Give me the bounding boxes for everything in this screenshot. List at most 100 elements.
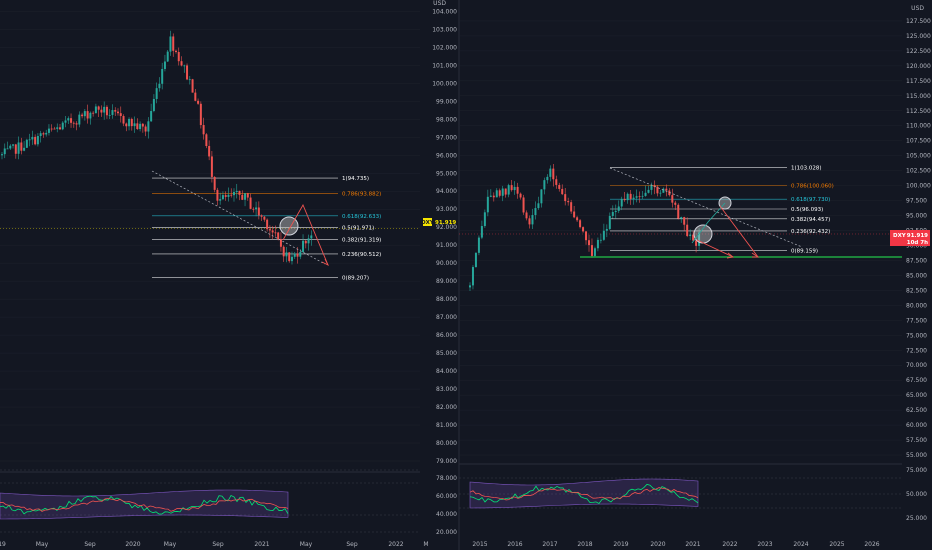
- x-tick-label: 2020: [650, 541, 665, 548]
- candle-body: [246, 193, 249, 198]
- candle-body: [632, 197, 635, 199]
- candle-body: [540, 189, 543, 204]
- candle-body: [12, 144, 15, 146]
- oscillator-tick-label: 25.000: [906, 515, 927, 522]
- candle-body: [659, 192, 662, 194]
- candle-body: [469, 285, 471, 288]
- candle-body: [6, 148, 9, 150]
- trend-line-dashed[interactable]: [151, 170, 326, 265]
- candle-body: [194, 92, 197, 101]
- left-grid: [0, 11, 420, 462]
- candle-body: [498, 190, 501, 196]
- candle-body: [122, 116, 125, 124]
- x-tick-label: 2019: [613, 541, 628, 548]
- candle-body: [692, 234, 695, 241]
- projection-arrow-up[interactable]: [691, 202, 726, 244]
- candle-body: [698, 232, 701, 246]
- y-tick-label: 86.000: [436, 332, 457, 339]
- x-tick-label: Sep: [212, 541, 224, 548]
- oscillator-band: [469, 478, 699, 509]
- candle-body: [147, 121, 150, 132]
- candle-body: [290, 256, 293, 262]
- y-tick-label: 81.000: [436, 422, 457, 429]
- y-tick-label: 87.500: [906, 257, 927, 264]
- highlight-circle[interactable]: [279, 216, 299, 236]
- x-tick-label: May: [300, 541, 313, 548]
- candle-body: [605, 228, 608, 231]
- fib-level-label: 0(89.159): [791, 249, 818, 255]
- candle-body: [285, 252, 288, 257]
- y-tick-label: 102.500: [906, 168, 931, 175]
- candle-body: [519, 193, 522, 198]
- candle-body: [608, 215, 611, 229]
- candle-body: [224, 195, 227, 197]
- candle-body: [489, 195, 492, 197]
- left-x-axis[interactable]: 19 May Sep 2020 May Sep 2021 May Sep 2022 M: [0, 541, 429, 548]
- x-tick-label: Sep: [346, 541, 358, 548]
- arrow-head[interactable]: [751, 252, 760, 258]
- highlight-circle[interactable]: [693, 224, 713, 244]
- candle-body: [47, 128, 50, 133]
- projection-arrow[interactable]: [719, 205, 759, 258]
- candle-body: [504, 188, 507, 195]
- candle-body: [216, 189, 219, 201]
- y-tick-label: 100.000: [906, 183, 931, 190]
- y-tick-label: 79.000: [436, 458, 457, 465]
- candle-body: [296, 253, 299, 257]
- candle-body: [97, 106, 100, 110]
- left-fib-retracement[interactable]: 1(94.735) 0.786(93.882) 0.618(92.633) 0.5(9…: [0, 176, 420, 281]
- candle-body: [647, 189, 650, 193]
- candle-body: [232, 191, 235, 196]
- arrow-head[interactable]: [726, 252, 735, 259]
- candle-body: [141, 123, 144, 127]
- fib-level-label: 0.786(100.060): [791, 183, 834, 189]
- right-x-axis[interactable]: 2015 2016 2017 2018 2019 2020 2021 2022 2023 2024…: [472, 541, 879, 548]
- y-tick-label: 82.000: [436, 404, 457, 411]
- candle-body: [105, 106, 108, 116]
- projection-arrow[interactable]: [696, 239, 734, 258]
- candle-body: [516, 186, 519, 194]
- candle-body: [172, 36, 175, 51]
- y-tick-label: 94.000: [436, 188, 457, 195]
- candle-body: [255, 207, 258, 210]
- x-tick-label: M: [423, 541, 428, 548]
- candle-body: [260, 215, 263, 217]
- y-tick-label: 97.500: [906, 198, 927, 205]
- left-y-axis[interactable]: 104.000 103.000 102.000 101.000 100.000 99.00…: [432, 8, 457, 536]
- arrow-head[interactable]: [321, 258, 330, 267]
- x-tick-label: 2015: [472, 541, 487, 548]
- right-badge-box: [890, 230, 930, 246]
- candle-body: [169, 36, 172, 52]
- y-tick-label: 90.000: [436, 260, 457, 267]
- y-tick-label: 84.000: [436, 368, 457, 375]
- candle-body: [307, 238, 310, 244]
- x-tick-label: 19: [0, 541, 6, 548]
- left-drawings[interactable]: [151, 170, 330, 267]
- left-badge-symbol-box: [423, 218, 432, 226]
- y-tick-label: 55.000: [906, 452, 927, 459]
- right-fib-retracement[interactable]: 1(103.028) 0.786(100.060) 0.618(97.730) 0.5…: [459, 165, 902, 255]
- y-tick-label: 89.000: [436, 278, 457, 285]
- left-badge-value: 91.919: [435, 220, 456, 226]
- candle-body: [268, 229, 271, 231]
- candle-body: [567, 201, 570, 203]
- projection-arrow[interactable]: [282, 203, 329, 266]
- candle-body: [531, 215, 534, 225]
- y-tick-label: 110.000: [906, 123, 931, 130]
- oscillator-tick-label: 78.000: [436, 475, 457, 482]
- candle-body: [277, 232, 280, 240]
- candle-body: [585, 231, 588, 241]
- candle-body: [86, 111, 89, 119]
- candle-body: [166, 51, 169, 62]
- candle-body: [293, 253, 296, 257]
- candle-body: [252, 208, 255, 210]
- right-drawings[interactable]: [580, 167, 902, 259]
- candle-body: [644, 192, 647, 196]
- candle-body: [199, 103, 202, 126]
- right-badge-symbol: DXY: [893, 233, 907, 239]
- candle-body: [686, 224, 689, 236]
- trend-line-dashed[interactable]: [609, 167, 803, 248]
- candle-body: [671, 195, 674, 203]
- candle-body: [161, 68, 164, 84]
- y-tick-label: 120.000: [906, 63, 931, 70]
